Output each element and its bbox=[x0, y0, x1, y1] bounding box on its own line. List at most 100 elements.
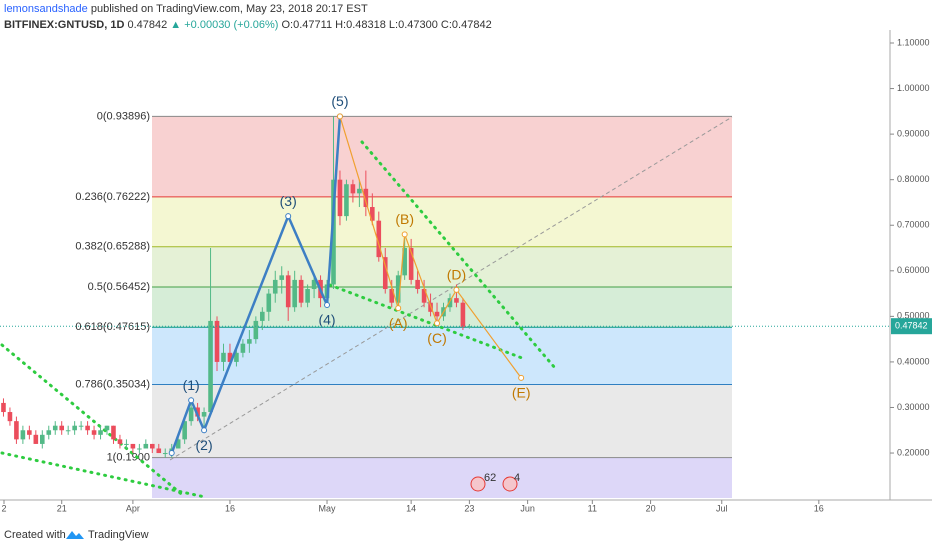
y-tick-label: 1.10000 bbox=[897, 37, 930, 47]
symbol: BITFINEX:GNTUSD, 1D bbox=[4, 19, 124, 31]
candle-body bbox=[111, 425, 116, 440]
fib-zone bbox=[152, 196, 732, 247]
candle-body bbox=[234, 352, 239, 362]
candle-body bbox=[72, 425, 77, 431]
wave-point bbox=[324, 301, 331, 308]
candle-body bbox=[156, 448, 162, 454]
y-tick-label: 0.50000 bbox=[897, 311, 930, 321]
candle-body bbox=[382, 257, 388, 290]
candle-body bbox=[395, 275, 401, 303]
wave-point bbox=[434, 320, 441, 327]
candle-body bbox=[214, 320, 220, 362]
candle-body bbox=[467, 326, 472, 328]
candle-body bbox=[305, 289, 310, 303]
candle-body bbox=[350, 184, 356, 194]
candle-body bbox=[337, 179, 343, 217]
fib-label: 0.618(0.47615) bbox=[75, 321, 150, 333]
wave-point bbox=[401, 231, 408, 238]
wave-point bbox=[201, 427, 208, 434]
fib-trend-line bbox=[169, 116, 733, 461]
candle-body bbox=[130, 443, 136, 449]
candle-body bbox=[376, 220, 382, 258]
candle-body bbox=[33, 434, 39, 444]
trendline bbox=[0, 343, 187, 499]
x-tick-label: 21 bbox=[57, 503, 67, 513]
footer-brand[interactable]: TradingView bbox=[88, 529, 149, 541]
fib-zone bbox=[152, 286, 732, 328]
candle-body bbox=[221, 352, 226, 362]
candle-body bbox=[175, 439, 181, 449]
y-tick-label: 0.80000 bbox=[897, 174, 930, 184]
candle-body bbox=[65, 430, 71, 432]
candle-body bbox=[98, 430, 103, 435]
trendlines bbox=[0, 140, 557, 499]
candle-body bbox=[447, 298, 453, 308]
x-tick-label: 14 bbox=[406, 503, 416, 513]
y-tick-label: 0.70000 bbox=[897, 220, 930, 230]
candle-body bbox=[104, 425, 110, 431]
candle-body bbox=[279, 275, 285, 280]
wave-point bbox=[518, 374, 525, 381]
candle-body bbox=[428, 302, 433, 312]
event-flag bbox=[502, 476, 518, 492]
candle-body bbox=[91, 430, 97, 435]
axes: 1.10000 1.00000 0.90000 0.80000 0.70000 0.600… bbox=[0, 37, 932, 513]
fib-zone bbox=[152, 246, 732, 287]
x-tick-label: 16 bbox=[814, 503, 824, 513]
candle-body bbox=[27, 430, 32, 435]
candle-body bbox=[298, 279, 304, 303]
wave-line bbox=[170, 116, 342, 454]
footer-created: Created with bbox=[4, 529, 66, 541]
symbol-line: BITFINEX:GNTUSD, 1D 0.47842 ▲ +0.00030 (… bbox=[4, 19, 492, 31]
volume-zone bbox=[152, 458, 732, 498]
x-tick-label: 20 bbox=[646, 503, 656, 513]
wave-label: (E) bbox=[512, 385, 531, 401]
candle-body bbox=[421, 289, 427, 303]
fib-zones: 0(0.93896) 0.236(0.76222) 0.382(0.65288) 0.… bbox=[75, 110, 732, 464]
candle-body bbox=[454, 298, 459, 303]
fib-label: 0.5(0.56452) bbox=[88, 281, 150, 293]
candle-body bbox=[188, 407, 194, 422]
candle-body bbox=[20, 430, 26, 440]
trendline bbox=[328, 283, 524, 360]
y-tick-label: 0.20000 bbox=[897, 447, 930, 457]
ohlc: O:0.47711 H:0.48318 L:0.47300 C:0.47842 bbox=[282, 19, 492, 31]
x-tick-label: Jun bbox=[520, 503, 535, 513]
candle-body bbox=[85, 425, 90, 431]
fib-label: 1(0.1900 bbox=[107, 452, 150, 464]
candle-body bbox=[408, 248, 414, 280]
wave-label: (5) bbox=[331, 93, 348, 109]
candle-body bbox=[195, 407, 200, 417]
fib-label: 0.382(0.65288) bbox=[75, 241, 150, 253]
logo bbox=[66, 531, 84, 539]
event-flags: 62 4 bbox=[470, 472, 520, 492]
candle-body bbox=[150, 443, 155, 449]
event-flag bbox=[470, 476, 486, 492]
candle-body bbox=[78, 425, 84, 427]
candle-body bbox=[240, 343, 246, 353]
wave-label: (D) bbox=[447, 267, 466, 283]
wave-label: (4) bbox=[318, 312, 335, 328]
wave-label: (B) bbox=[395, 211, 414, 227]
candle-body bbox=[162, 453, 168, 455]
header: lemonsandshade published on TradingView.… bbox=[4, 3, 368, 15]
y-tick-label: 0.60000 bbox=[897, 265, 930, 275]
wave-label: (C) bbox=[427, 330, 446, 346]
x-tick-label: 2 bbox=[1, 503, 6, 513]
x-tick-label: Apr bbox=[126, 503, 140, 513]
event-count: 62 bbox=[484, 472, 496, 484]
wave-point bbox=[188, 397, 195, 404]
candle-body bbox=[227, 352, 233, 362]
fib-zone bbox=[152, 327, 732, 385]
wave-label: (1) bbox=[183, 377, 200, 393]
candle-body bbox=[402, 248, 407, 276]
candle-body bbox=[370, 207, 375, 221]
wave-point bbox=[336, 113, 343, 120]
event-count: 4 bbox=[514, 472, 520, 484]
wave-point bbox=[285, 213, 292, 220]
candle-body bbox=[434, 311, 440, 317]
candle-body bbox=[331, 179, 336, 285]
